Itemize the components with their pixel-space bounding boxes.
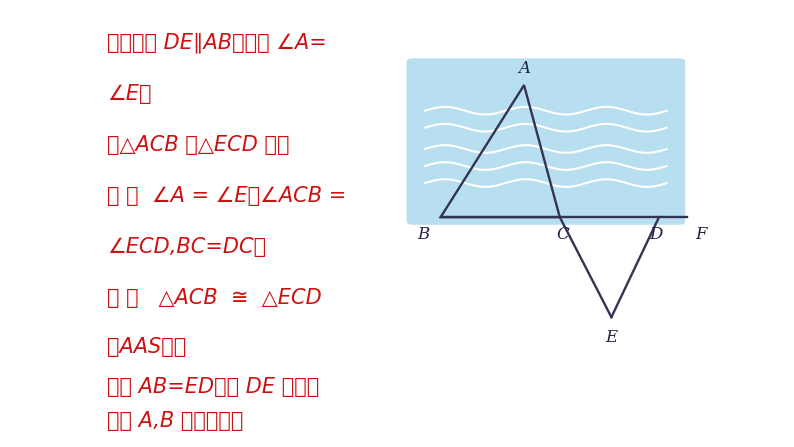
Text: 解：因为 DE∥AB，所以 ∠A=: 解：因为 DE∥AB，所以 ∠A= [107, 32, 327, 53]
Text: F: F [696, 227, 707, 244]
Text: 所以 AB=ED，即 DE 的长度: 所以 AB=ED，即 DE 的长度 [107, 377, 319, 397]
Text: 等于 A,B 间的距离。: 等于 A,B 间的距离。 [107, 411, 244, 431]
Text: C: C [557, 227, 569, 244]
Text: B: B [417, 227, 430, 244]
Text: ∠ECD,BC=DC，: ∠ECD,BC=DC， [107, 237, 266, 257]
Text: 因 为  ∠A = ∠E，∠ACB =: 因 为 ∠A = ∠E，∠ACB = [107, 186, 346, 206]
Text: 所 以   △ACB  ≅  △ECD: 所 以 △ACB ≅ △ECD [107, 288, 322, 308]
Text: D: D [649, 227, 662, 244]
Text: ∠E。: ∠E。 [107, 84, 152, 104]
Text: 在△ACB 和△ECD 中，: 在△ACB 和△ECD 中， [107, 135, 290, 155]
Text: E: E [605, 329, 618, 346]
FancyBboxPatch shape [407, 58, 685, 225]
Text: A: A [518, 60, 530, 77]
Text: （AAS）。: （AAS）。 [107, 337, 187, 357]
